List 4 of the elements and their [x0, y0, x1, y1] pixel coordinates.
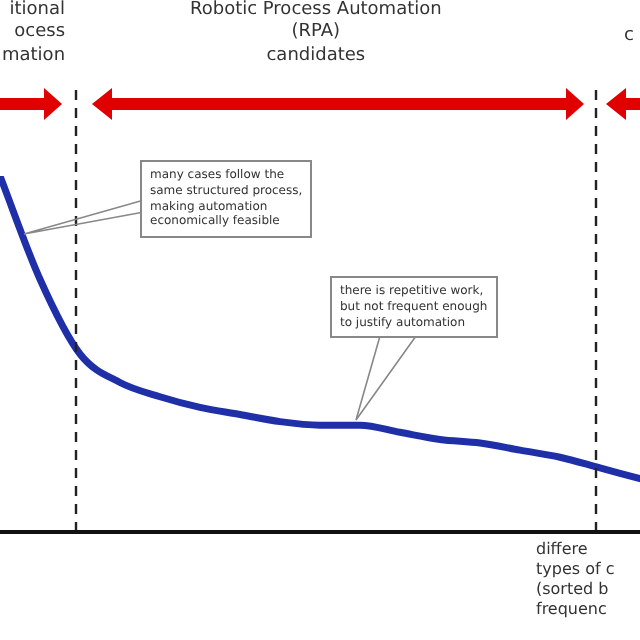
text: itional ocess mation [2, 0, 66, 68]
text: Robotic Process Automation (RPA) candidates [190, 0, 442, 68]
text: c [624, 26, 634, 49]
x-axis-title: differe types of c (sorted b frequenc [536, 540, 615, 620]
